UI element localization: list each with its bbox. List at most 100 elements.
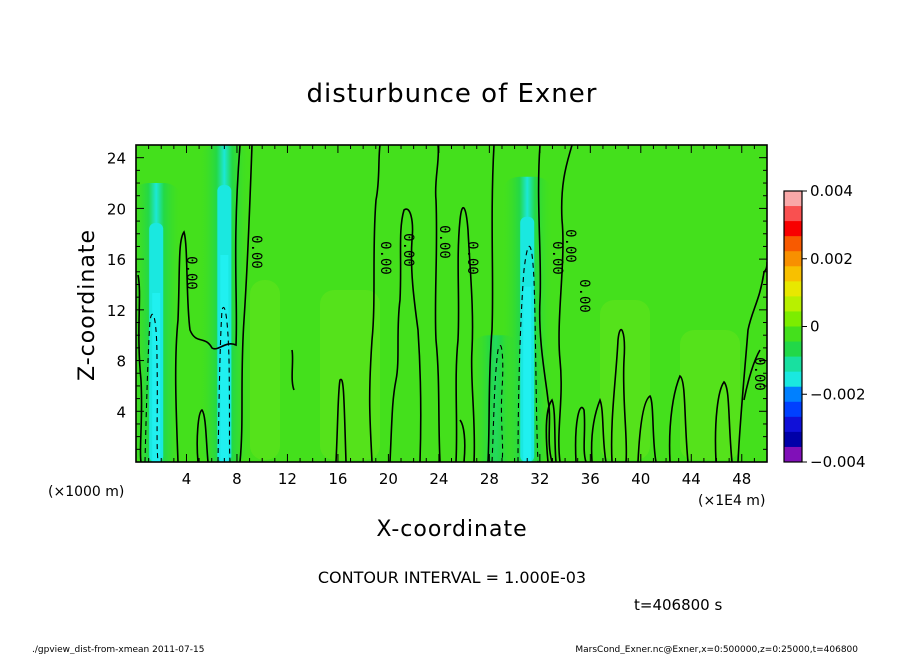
contour-label: 0.00 bbox=[562, 229, 578, 263]
contour-label: 0.00 bbox=[576, 279, 592, 313]
contour-line bbox=[537, 145, 553, 462]
colorbar-tick-label: 0 bbox=[810, 318, 820, 336]
colorbar-swatch bbox=[784, 341, 802, 358]
negative-region bbox=[198, 145, 251, 462]
colorbar-swatch bbox=[784, 356, 802, 373]
x-tick-label: 4 bbox=[182, 470, 192, 488]
negative-contour-layer bbox=[144, 245, 539, 462]
colorbar-tick-label: 0.004 bbox=[810, 182, 853, 200]
contour-line bbox=[545, 398, 557, 462]
contour-line bbox=[239, 145, 253, 462]
footer-left: ./gpview_dist-from-xmean 2011-07-15 bbox=[32, 645, 204, 654]
contour-line bbox=[558, 145, 573, 462]
colorbar-tick-label: 0.002 bbox=[810, 250, 853, 268]
contour-line bbox=[610, 328, 628, 462]
contour-line bbox=[737, 261, 767, 462]
contour-line bbox=[389, 208, 422, 462]
colorbar-tick-label: −0.002 bbox=[810, 385, 866, 403]
contour-line bbox=[668, 374, 689, 462]
positive-region bbox=[680, 330, 740, 460]
x-tick-label: 24 bbox=[429, 470, 448, 488]
colorbar bbox=[783, 190, 803, 463]
x-tick-label: 32 bbox=[530, 470, 549, 488]
negative-contour-line bbox=[491, 344, 504, 462]
contour-labels: 0.000.00 0.00 0.00 0.00 0.00 0.000.000.000.00 bbox=[183, 225, 767, 391]
y-axis-label: Z-coordinate bbox=[75, 229, 100, 381]
colorbar-swatch bbox=[784, 251, 802, 267]
negative-region bbox=[501, 176, 554, 462]
x-tick-label: 8 bbox=[232, 470, 242, 488]
contour-line bbox=[574, 406, 587, 462]
x-tick-label: 12 bbox=[278, 470, 297, 488]
contour-line bbox=[714, 380, 733, 462]
x-tick-label: 44 bbox=[682, 470, 701, 488]
contour-label: 0.00 bbox=[751, 357, 767, 391]
contour-line bbox=[335, 378, 347, 462]
contour-line bbox=[291, 349, 295, 391]
y-tick-label: 16 bbox=[107, 251, 126, 269]
colorbar-swatch bbox=[784, 296, 802, 312]
contour-line bbox=[137, 274, 143, 462]
x-unit-label: (×1E4 m) bbox=[698, 493, 765, 509]
y-axis-ticks: 4 8 12 16 20 24 bbox=[107, 144, 767, 463]
contour-label: 0.00 bbox=[464, 241, 480, 275]
x-axis-ticks: 4 8 12 16 20 24 28 32 36 40 44 48 bbox=[135, 145, 768, 488]
colorbar-swatch bbox=[784, 221, 802, 237]
y-tick-label: 4 bbox=[116, 403, 126, 421]
colorbar-swatch bbox=[784, 416, 802, 433]
negative-contour-line bbox=[144, 313, 159, 462]
contour-line bbox=[743, 349, 761, 401]
x-axis-label: X-coordinate bbox=[376, 517, 527, 542]
footer-right: MarsCond_Exner.nc@Exner,x=0:500000,z=0:2… bbox=[575, 645, 858, 654]
y-tick-label: 8 bbox=[116, 353, 126, 371]
colorbar-swatch bbox=[784, 386, 802, 403]
contour-line bbox=[637, 394, 657, 462]
colorbar-swatch bbox=[784, 431, 802, 448]
negative-contour-line bbox=[217, 307, 231, 462]
colorbar-swatch bbox=[784, 371, 802, 388]
colorbar-swatch bbox=[784, 401, 802, 418]
colorbar-swatch bbox=[784, 446, 802, 463]
y-tick-label: 20 bbox=[107, 200, 126, 218]
colorbar-swatch bbox=[784, 281, 802, 297]
positive-region bbox=[600, 300, 650, 460]
contour-line bbox=[196, 408, 209, 462]
contour-line bbox=[174, 145, 241, 462]
contour-line bbox=[459, 419, 466, 462]
y-tick-label: 24 bbox=[107, 150, 126, 168]
y-tick-label: 12 bbox=[107, 302, 126, 320]
time-text: t=406800 s bbox=[634, 596, 722, 614]
contour-layer bbox=[137, 145, 767, 462]
colorbar-swatch bbox=[784, 266, 802, 282]
contour-label: 0.00 bbox=[183, 256, 199, 290]
contour-label: 0.00 bbox=[549, 241, 565, 275]
negative-region bbox=[136, 183, 183, 462]
contour-label: 0.00 bbox=[248, 235, 264, 269]
contour-interval-text: CONTOUR INTERVAL = 1.000E-03 bbox=[318, 568, 586, 587]
colorbar-swatch bbox=[784, 326, 802, 343]
positive-region bbox=[250, 280, 280, 460]
negative-contour-line bbox=[517, 245, 539, 462]
x-tick-label: 28 bbox=[480, 470, 499, 488]
x-tick-label: 36 bbox=[581, 470, 600, 488]
x-tick-label: 48 bbox=[732, 470, 751, 488]
contour-line bbox=[368, 145, 381, 462]
x-tick-label: 20 bbox=[379, 470, 398, 488]
contour-label: 0.00 bbox=[377, 241, 393, 275]
chart-title: disturbunce of Exner bbox=[307, 79, 598, 109]
contour-line bbox=[455, 206, 476, 462]
contour-label: 0.00 bbox=[436, 225, 452, 259]
contour-line bbox=[590, 397, 607, 462]
colorbar-swatch bbox=[784, 191, 802, 207]
z-unit-label: (×1000 m) bbox=[48, 484, 124, 500]
contour-label: 0.00 bbox=[400, 233, 416, 267]
colorbar-swatch bbox=[784, 206, 802, 222]
colorbar-swatch bbox=[784, 236, 802, 252]
positive-region bbox=[320, 290, 380, 460]
x-tick-label: 40 bbox=[631, 470, 650, 488]
contour-line bbox=[434, 145, 441, 462]
x-tick-label: 16 bbox=[328, 470, 347, 488]
colorbar-tick-label: −0.004 bbox=[810, 453, 866, 471]
colorbar-labels: 0.004 0.002 0 −0.002 −0.004 bbox=[802, 182, 866, 471]
